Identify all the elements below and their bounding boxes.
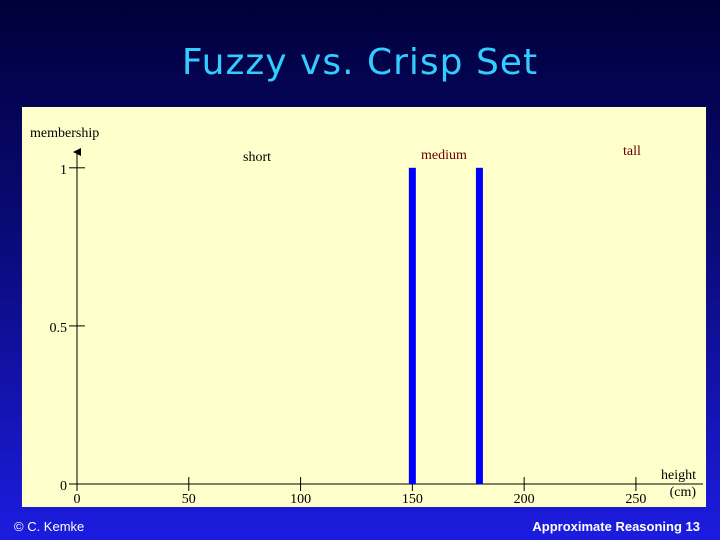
y-tick-label: 0 bbox=[60, 479, 67, 494]
y-tick-label: 0.5 bbox=[50, 321, 68, 336]
footer-right: Approximate Reasoning 13 bbox=[532, 519, 700, 534]
set-label: medium bbox=[421, 148, 467, 163]
y-tick-label: 1 bbox=[60, 163, 67, 178]
set-label: short bbox=[243, 150, 271, 165]
x-tick-label: 100 bbox=[290, 492, 311, 507]
crisp-boundary-bar bbox=[475, 167, 483, 485]
x-tick-label: 200 bbox=[514, 492, 535, 507]
x-tick-label: 0 bbox=[74, 492, 81, 507]
slide-title: Fuzzy vs. Crisp Set bbox=[181, 42, 539, 83]
crisp-boundary-bar bbox=[408, 167, 416, 485]
set-label: tall bbox=[623, 144, 641, 159]
footer-left: © C. Kemke bbox=[14, 519, 85, 534]
y-axis-label: membership bbox=[30, 126, 99, 141]
x-tick-label: 50 bbox=[182, 492, 196, 507]
x-axis-label: height (cm) bbox=[661, 468, 696, 500]
chart-panel bbox=[22, 107, 706, 507]
x-tick-label: 250 bbox=[625, 492, 646, 507]
x-tick-label: 150 bbox=[402, 492, 423, 507]
